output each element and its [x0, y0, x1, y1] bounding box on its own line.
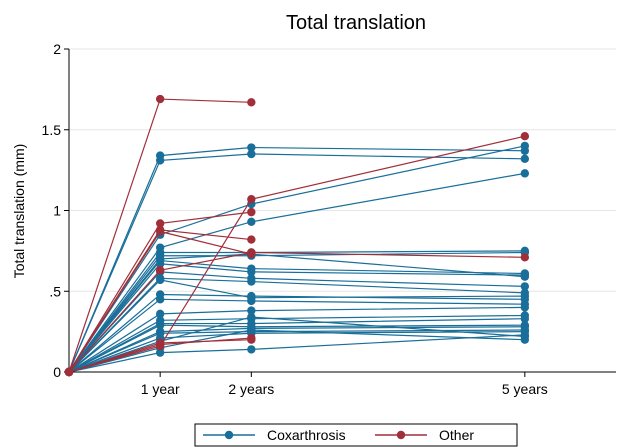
- series-path: [68, 324, 525, 373]
- x-tick-label: 2 years: [228, 381, 274, 397]
- series-line: [64, 295, 530, 377]
- y-tick-label: .5: [49, 283, 61, 299]
- x-tick-label: 5 years: [502, 381, 548, 397]
- series-line: [64, 314, 530, 377]
- series-layer: [64, 94, 530, 377]
- data-point: [155, 266, 165, 275]
- series-path: [68, 316, 525, 373]
- data-point: [247, 217, 256, 227]
- series-line: [64, 248, 530, 377]
- data-point: [155, 259, 165, 268]
- data-point: [247, 325, 256, 335]
- series-path: [68, 326, 525, 373]
- series-path: [68, 145, 525, 373]
- series-path: [68, 329, 525, 373]
- data-point: [247, 277, 256, 286]
- series-path: [68, 250, 525, 373]
- data-point: [247, 194, 256, 204]
- series-line: [64, 132, 530, 377]
- data-point: [520, 132, 530, 141]
- data-point: [247, 335, 256, 344]
- data-point: [520, 330, 530, 340]
- series-path: [68, 314, 525, 373]
- chart-title: Total translation: [286, 12, 426, 34]
- data-point: [155, 156, 165, 165]
- data-point: [247, 207, 256, 217]
- series-line: [64, 248, 530, 377]
- legend-label: Other: [439, 427, 474, 443]
- series-path: [68, 334, 525, 373]
- data-point: [155, 94, 165, 104]
- data-point: [155, 309, 165, 319]
- data-point: [155, 320, 165, 330]
- series-path: [68, 306, 525, 373]
- x-ticks: 1 year 2 years 5 years: [141, 372, 548, 397]
- legend-swatch-marker: [396, 430, 406, 440]
- series-path: [68, 263, 525, 373]
- y-tick-label: 0: [53, 364, 61, 380]
- data-point: [247, 345, 256, 354]
- data-point: [520, 314, 530, 323]
- series-path: [68, 331, 525, 373]
- series-path: [68, 251, 525, 373]
- legend-label: Coxarthrosis: [267, 427, 346, 443]
- series-path: [68, 251, 525, 373]
- legend-entry: Other: [375, 427, 474, 443]
- series-path: [68, 146, 525, 373]
- data-point: [247, 149, 256, 159]
- data-point: [520, 270, 530, 280]
- y-tick-label: 1: [53, 203, 61, 219]
- data-point: [520, 303, 530, 312]
- legend: Coxarthrosis Other: [194, 423, 518, 447]
- y-ticks: 0 .5 1 1.5 2: [42, 41, 69, 380]
- legend-entry: Coxarthrosis: [203, 427, 346, 443]
- data-point: [520, 282, 530, 291]
- data-point: [520, 253, 530, 262]
- series-path: [68, 329, 525, 373]
- data-point: [155, 295, 165, 304]
- y-tick-label: 1.5: [42, 122, 62, 138]
- series-line: [64, 303, 530, 377]
- data-point: [247, 248, 256, 257]
- series-path: [68, 279, 525, 373]
- data-point: [155, 219, 165, 228]
- data-point: [520, 154, 530, 164]
- legend-swatch-marker: [224, 430, 234, 440]
- y-axis-label: Total translation (mm): [11, 144, 27, 279]
- data-point: [520, 141, 530, 151]
- data-point: [247, 296, 256, 306]
- series-path: [68, 153, 525, 373]
- series-line: [64, 143, 530, 377]
- series-path: [68, 135, 525, 373]
- data-point: [247, 267, 256, 277]
- data-point: [155, 227, 165, 236]
- data-point: [247, 312, 256, 322]
- x-tick-label: 1 year: [141, 381, 180, 397]
- series-line: [64, 320, 530, 377]
- series-path: [68, 259, 525, 373]
- data-point: [64, 367, 74, 377]
- series-path: [68, 298, 525, 373]
- series-group-other: [64, 94, 530, 377]
- data-point: [155, 348, 165, 357]
- series-line: [64, 149, 530, 377]
- data-point: [155, 275, 165, 285]
- data-point: [247, 143, 256, 152]
- y-tick-label: 2: [53, 41, 61, 57]
- data-point: [155, 338, 165, 348]
- series-path: [68, 318, 525, 373]
- series-line: [64, 330, 530, 377]
- series-path: [68, 293, 525, 373]
- legend-box: [194, 423, 518, 447]
- data-point: [247, 306, 256, 315]
- data-point: [520, 169, 530, 178]
- series-line: [64, 335, 256, 377]
- data-point: [247, 235, 256, 244]
- data-point: [247, 98, 256, 107]
